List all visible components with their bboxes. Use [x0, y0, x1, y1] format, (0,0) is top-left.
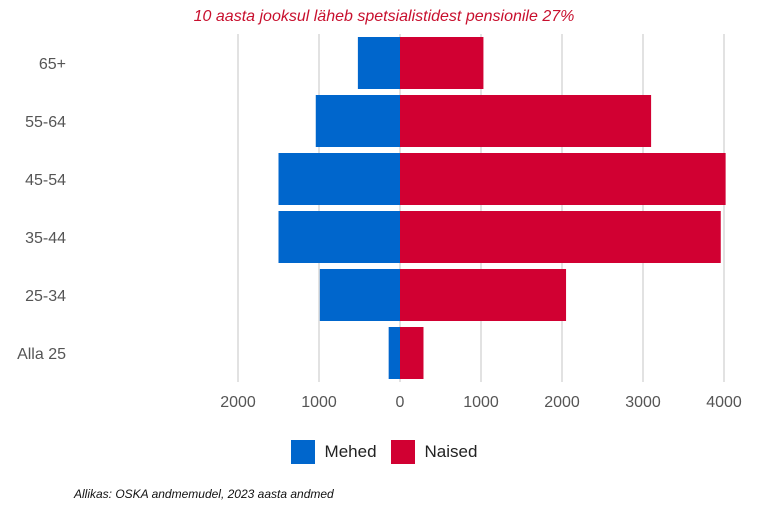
x-tick-label: 2000 — [220, 394, 256, 411]
y-tick-label: 45-54 — [25, 172, 66, 189]
bar-naised-4 — [400, 269, 567, 321]
bar-naised-5 — [400, 327, 424, 379]
x-tick-label: 0 — [396, 394, 405, 411]
x-tick-label: 3000 — [625, 394, 661, 411]
y-tick-label: 65+ — [39, 56, 66, 73]
source-note: Allikas: OSKA andmemudel, 2023 aasta and… — [74, 487, 334, 501]
bar-mehed-3 — [278, 211, 400, 263]
chart-title: 10 aasta jooksul läheb spetsialistidest … — [193, 8, 575, 25]
y-tick-label: 35-44 — [25, 230, 66, 247]
legend-swatch-naised — [390, 440, 415, 464]
bar-naised-3 — [400, 211, 721, 263]
legend-swatch-mehed — [290, 440, 315, 464]
bar-mehed-0 — [357, 37, 400, 89]
y-tick-label: 25-34 — [25, 288, 66, 305]
x-tick-label: 1000 — [463, 394, 499, 411]
legend-label-naised: Naised — [424, 442, 478, 461]
y-tick-label: Alla 25 — [17, 346, 66, 363]
bar-mehed-2 — [278, 153, 400, 205]
bar-naised-1 — [400, 95, 652, 147]
legend-item-naised: Naised — [390, 440, 478, 464]
bar-mehed-1 — [315, 95, 400, 147]
bar-naised-2 — [400, 153, 726, 205]
y-tick-label: 55-64 — [25, 114, 66, 131]
bar-mehed-4 — [319, 269, 400, 321]
bar-mehed-5 — [388, 327, 400, 379]
x-tick-label: 4000 — [706, 394, 742, 411]
legend-item-mehed: Mehed — [290, 440, 377, 464]
legend: Mehed Naised — [0, 440, 768, 464]
bar-naised-0 — [400, 37, 484, 89]
x-tick-label: 1000 — [301, 394, 337, 411]
x-tick-label: 2000 — [544, 394, 580, 411]
legend-label-mehed: Mehed — [324, 442, 377, 461]
